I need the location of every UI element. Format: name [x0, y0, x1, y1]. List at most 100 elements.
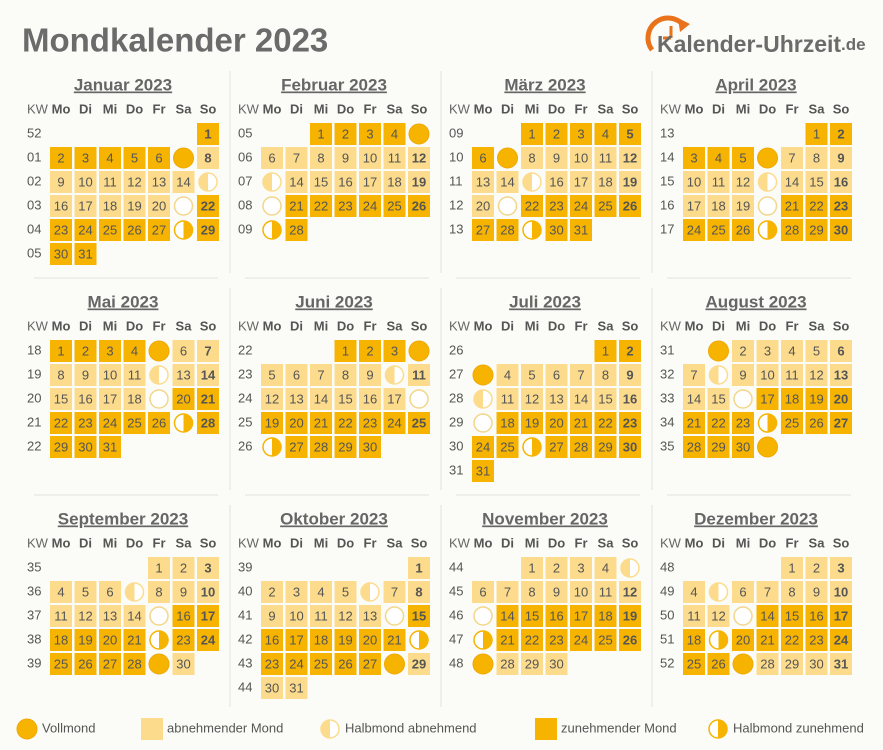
week-number: 47	[449, 631, 463, 646]
day-number: 7	[317, 367, 324, 382]
week-number: 04	[27, 221, 41, 236]
day-number: 21	[687, 415, 701, 430]
day-cell	[756, 364, 779, 386]
day-number: 7	[764, 584, 771, 599]
day-cell	[781, 171, 803, 193]
day-cell	[74, 147, 97, 169]
day-number: 12	[809, 367, 823, 382]
day-cell	[408, 605, 430, 627]
day-number: 3	[764, 343, 771, 358]
day-cell	[172, 388, 195, 410]
day-cell	[172, 605, 195, 627]
day-cell	[805, 219, 828, 241]
day-cell	[781, 629, 803, 651]
weekday-header: Fr	[786, 535, 799, 550]
day-number: 2	[82, 343, 89, 358]
day-cell	[683, 436, 705, 458]
day-number: 9	[57, 174, 64, 189]
day-number: 6	[155, 150, 162, 165]
day-number: 18	[785, 391, 799, 406]
day-number: 5	[739, 150, 746, 165]
weekday-header: Fr	[786, 318, 799, 333]
weekday-header: Sa	[809, 101, 826, 116]
day-cell	[383, 123, 406, 145]
day-cell	[781, 557, 803, 579]
day-cell	[830, 171, 852, 193]
day-cell	[334, 581, 357, 603]
day-number: 29	[525, 656, 539, 671]
day-number: 31	[834, 656, 848, 671]
day-number: 18	[598, 608, 612, 623]
day-cell	[310, 147, 332, 169]
day-number: 24	[687, 222, 701, 237]
day-cell	[99, 436, 121, 458]
day-number: 24	[834, 632, 849, 647]
weekday-header: Fr	[786, 101, 799, 116]
day-number: 17	[760, 391, 774, 406]
day-number: 22	[525, 632, 539, 647]
day-cell	[334, 195, 357, 217]
day-number: 16	[54, 198, 68, 213]
day-number: 9	[342, 150, 349, 165]
day-cell	[805, 412, 828, 434]
day-number: 16	[338, 174, 352, 189]
day-cell	[570, 364, 592, 386]
day-cell	[805, 557, 828, 579]
day-number: 25	[103, 222, 117, 237]
day-cell	[50, 412, 72, 434]
day-number: 4	[106, 150, 113, 165]
day-number: 26	[127, 222, 141, 237]
day-number: 2	[342, 126, 349, 141]
day-number: 18	[54, 632, 68, 647]
day-cell	[334, 123, 357, 145]
day-number: 25	[412, 415, 426, 430]
week-number: 45	[449, 583, 463, 598]
half-moon-waning-fill	[621, 559, 630, 577]
day-cell	[830, 557, 852, 579]
day-cell	[472, 581, 494, 603]
day-cell	[148, 557, 170, 579]
day-cell	[707, 653, 730, 675]
day-number: 10	[289, 608, 303, 623]
day-number: 27	[834, 415, 848, 430]
day-cell	[545, 147, 568, 169]
day-number: 11	[388, 150, 402, 165]
day-number: 27	[152, 222, 166, 237]
day-cell	[707, 195, 730, 217]
day-number: 23	[549, 632, 563, 647]
month-title: Mai 2023	[88, 292, 159, 311]
day-number: 22	[525, 198, 539, 213]
day-cell	[830, 123, 852, 145]
weekday-header: Do	[126, 101, 143, 116]
day-cell	[545, 557, 568, 579]
day-number: 22	[809, 198, 823, 213]
day-number: 19	[623, 608, 637, 623]
day-cell	[74, 171, 97, 193]
day-number: 19	[127, 198, 141, 213]
week-number: 48	[660, 559, 674, 574]
day-cell	[521, 557, 543, 579]
day-number: 24	[387, 415, 401, 430]
kw-header: KW	[449, 535, 471, 550]
day-cell	[594, 436, 617, 458]
weekday-header: Di	[79, 101, 92, 116]
day-cell	[805, 629, 828, 651]
day-cell	[74, 629, 97, 651]
weekday-header: Do	[548, 535, 565, 550]
week-number: 22	[27, 438, 41, 453]
day-number: 11	[103, 174, 117, 189]
day-cell	[781, 340, 803, 362]
day-number: 7	[204, 343, 211, 358]
day-cell	[74, 364, 97, 386]
weekday-header: Mi	[525, 101, 539, 116]
day-number: 9	[553, 584, 560, 599]
day-cell	[570, 557, 592, 579]
day-cell	[197, 123, 219, 145]
weekday-header: Mo	[685, 535, 704, 550]
weekday-header: Di	[79, 535, 92, 550]
new-moon	[473, 413, 493, 433]
week-number: 26	[238, 438, 252, 453]
day-cell	[570, 219, 592, 241]
